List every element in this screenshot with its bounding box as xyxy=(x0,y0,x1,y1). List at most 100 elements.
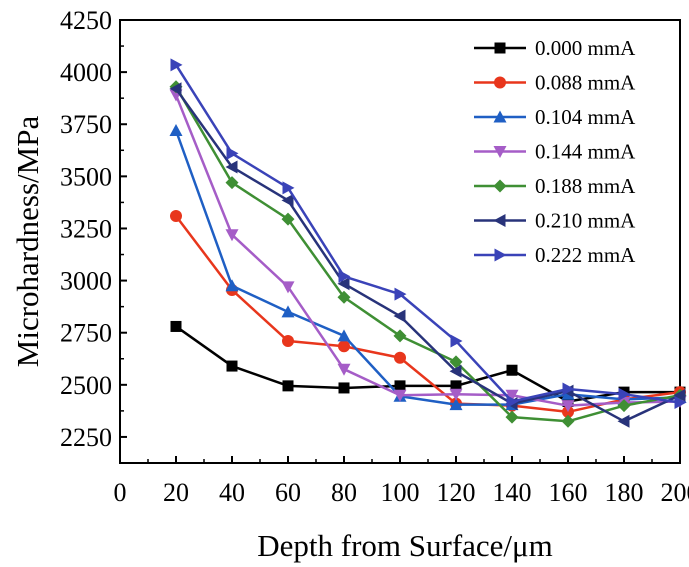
y-tick-label: 3750 xyxy=(60,110,112,139)
series-0-188-mmA xyxy=(169,80,687,428)
triangle-up-marker xyxy=(493,110,507,123)
triangle-left-marker xyxy=(281,193,294,207)
y-tick-label: 2500 xyxy=(60,371,112,400)
x-tick-label: 60 xyxy=(275,478,301,507)
triangle-left-marker xyxy=(225,160,238,174)
series-layer xyxy=(169,58,687,428)
series-0-222-mmA xyxy=(170,58,687,410)
x-tick-label: 200 xyxy=(661,478,689,507)
triangle-up-marker xyxy=(281,305,295,318)
triangle-up-marker xyxy=(225,279,239,292)
triangle-down-marker xyxy=(449,388,463,401)
legend-item: 0.210 mmA xyxy=(474,209,636,233)
legend-item: 0.222 mmA xyxy=(474,243,636,267)
x-tick-label: 80 xyxy=(331,478,357,507)
triangle-right-marker xyxy=(450,334,463,348)
triangle-left-marker xyxy=(337,277,350,291)
triangle-right-marker xyxy=(562,382,575,396)
diamond-marker xyxy=(493,179,507,193)
legend: 0.000 mmA 0.088 mmA 0.104 mmA 0.144 mmA 0.18… xyxy=(474,36,636,267)
y-tick-label: 4250 xyxy=(60,6,112,35)
y-tick-label: 3250 xyxy=(60,214,112,243)
triangle-right-marker xyxy=(506,395,519,409)
series-line xyxy=(174,86,681,423)
legend-label: 0.222 mmA xyxy=(535,243,636,267)
circle-marker xyxy=(170,209,182,222)
y-tick-label: 4000 xyxy=(60,58,112,87)
legend-label: 0.144 mmA xyxy=(535,140,636,164)
diamond-marker xyxy=(561,414,575,428)
circle-marker xyxy=(494,76,506,89)
square-marker xyxy=(506,364,518,376)
x-tick-label: 100 xyxy=(381,478,420,507)
legend-item: 0.188 mmA xyxy=(474,174,636,198)
square-marker xyxy=(450,380,462,392)
legend-label: 0.210 mmA xyxy=(535,209,636,233)
x-tick-label: 180 xyxy=(605,478,644,507)
x-tick-label: 160 xyxy=(549,478,588,507)
triangle-left-marker xyxy=(617,414,630,428)
x-tick-label: 20 xyxy=(163,478,189,507)
triangle-left-marker xyxy=(169,82,182,96)
diamond-marker xyxy=(505,410,519,424)
triangle-left-marker xyxy=(493,214,506,227)
series-0-104-mmA xyxy=(169,123,687,411)
diamond-marker xyxy=(449,355,463,369)
triangle-left-marker xyxy=(673,388,686,402)
square-marker xyxy=(282,380,294,392)
diamond-marker xyxy=(617,399,631,413)
x-tick-label: 40 xyxy=(219,478,245,507)
triangle-up-marker xyxy=(337,329,351,342)
triangle-right-marker xyxy=(494,248,507,262)
triangle-down-marker xyxy=(337,363,351,376)
x-axis-title: Depth from Surface/μm xyxy=(257,528,553,563)
triangle-right-marker xyxy=(674,396,687,410)
triangle-right-marker xyxy=(618,387,631,401)
series-line xyxy=(174,130,681,406)
x-tick-label: 120 xyxy=(437,478,476,507)
triangle-right-marker xyxy=(282,181,295,195)
triangle-left-marker xyxy=(393,309,406,323)
y-tick-label: 2250 xyxy=(60,423,112,452)
legend-label: 0.104 mmA xyxy=(535,105,636,129)
triangle-right-marker xyxy=(394,287,407,301)
triangle-down-marker xyxy=(493,146,507,158)
triangle-up-marker xyxy=(449,398,463,411)
triangle-right-marker xyxy=(338,269,351,283)
circle-marker xyxy=(338,340,350,353)
diamond-marker xyxy=(281,212,295,226)
diamond-marker xyxy=(225,176,239,190)
square-marker xyxy=(170,320,182,332)
triangle-left-marker xyxy=(449,364,462,378)
circle-marker xyxy=(394,351,406,364)
square-marker xyxy=(338,382,350,394)
square-marker xyxy=(394,380,406,392)
y-axis-title: Microhardness/MPa xyxy=(10,116,45,368)
diamond-marker xyxy=(337,290,351,304)
triangle-down-marker xyxy=(225,229,239,242)
triangle-right-marker xyxy=(226,146,239,160)
square-marker xyxy=(494,42,506,54)
legend-label: 0.000 mmA xyxy=(535,36,636,60)
legend-item: 0.088 mmA xyxy=(474,71,636,95)
legend-item: 0.104 mmA xyxy=(474,105,636,129)
series-line xyxy=(175,325,680,403)
circle-marker xyxy=(282,335,294,348)
y-tick-label: 3000 xyxy=(60,267,112,296)
triangle-up-marker xyxy=(169,123,183,136)
diamond-marker xyxy=(393,329,407,343)
triangle-down-marker xyxy=(281,281,295,294)
legend-label: 0.088 mmA xyxy=(535,71,636,95)
triangle-right-marker xyxy=(170,58,183,72)
series-line xyxy=(174,88,681,423)
x-tick-label: 140 xyxy=(493,478,532,507)
axes: 0 20 40 60 80 100 120 140 160 180 200 2250 2500 2750 3… xyxy=(60,6,689,507)
x-tick-label: 0 xyxy=(114,478,127,507)
triangle-down-marker xyxy=(505,389,519,402)
legend-label: 0.188 mmA xyxy=(535,174,636,198)
legend-item: 0.144 mmA xyxy=(474,140,636,164)
triangle-down-marker xyxy=(393,389,407,402)
triangle-down-marker xyxy=(561,400,575,413)
y-tick-label: 2750 xyxy=(60,319,112,348)
